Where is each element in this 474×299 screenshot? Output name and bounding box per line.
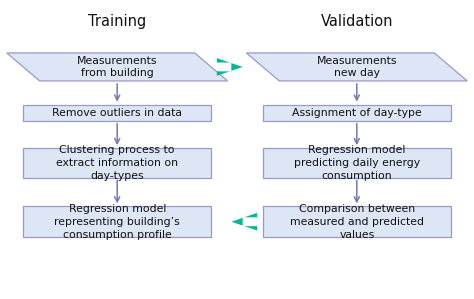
FancyBboxPatch shape	[23, 148, 211, 178]
FancyBboxPatch shape	[263, 105, 451, 121]
Text: Regression model
predicting daily energy
consumption: Regression model predicting daily energy…	[294, 145, 420, 181]
Polygon shape	[7, 53, 228, 81]
Polygon shape	[231, 213, 257, 231]
FancyBboxPatch shape	[263, 206, 451, 237]
FancyBboxPatch shape	[263, 148, 451, 178]
FancyBboxPatch shape	[23, 105, 211, 121]
Text: Measurements
new day: Measurements new day	[317, 56, 397, 78]
Text: Clustering process to
extract information on
day-types: Clustering process to extract informatio…	[56, 145, 178, 181]
Text: Regression model
representing building’s
consumption profile: Regression model representing building’s…	[55, 204, 180, 239]
FancyBboxPatch shape	[23, 206, 211, 237]
Text: Validation: Validation	[320, 14, 393, 29]
Polygon shape	[217, 58, 243, 76]
Text: Comparison between
measured and predicted
values: Comparison between measured and predicte…	[290, 204, 424, 239]
Text: Training: Training	[88, 14, 146, 29]
Polygon shape	[246, 53, 467, 81]
Text: Assignment of day-type: Assignment of day-type	[292, 108, 422, 118]
Text: Remove outliers in data: Remove outliers in data	[52, 108, 182, 118]
Text: Measurements
from building: Measurements from building	[77, 56, 157, 78]
